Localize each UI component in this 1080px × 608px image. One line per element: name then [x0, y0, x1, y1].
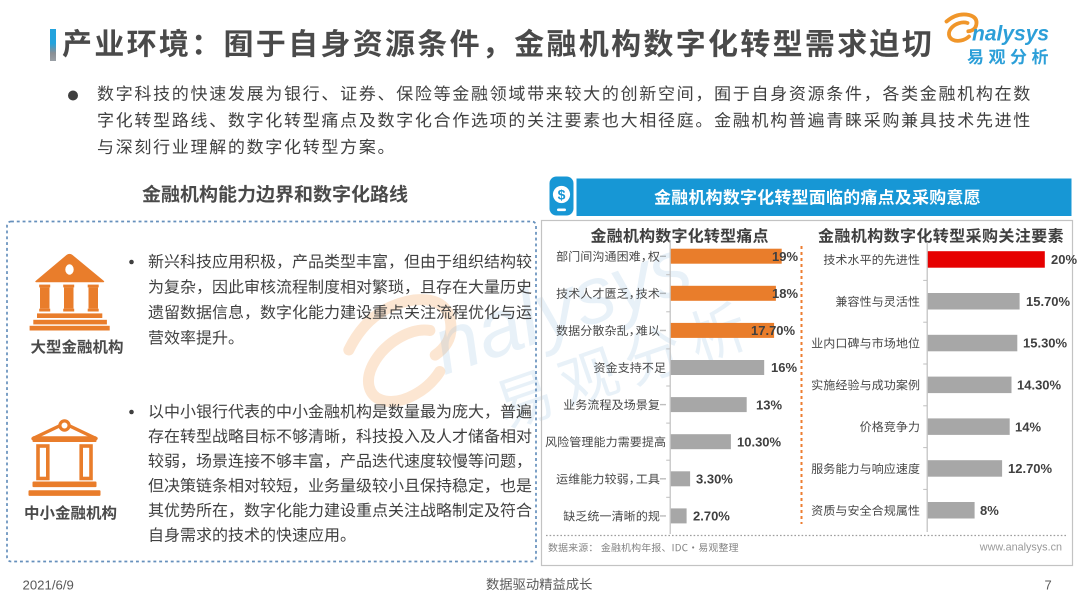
svg-text:7: 7: [1045, 578, 1052, 593]
svg-text:3.30%: 3.30%: [696, 472, 733, 487]
svg-text:2.70%: 2.70%: [693, 509, 730, 524]
svg-text:16%: 16%: [771, 360, 797, 375]
svg-text:14%: 14%: [1015, 419, 1041, 434]
svg-text:www.analysys.cn: www.analysys.cn: [979, 542, 1062, 554]
svg-text:$: $: [558, 187, 566, 203]
svg-text:13%: 13%: [756, 397, 782, 412]
svg-text:14.30%: 14.30%: [1017, 378, 1062, 393]
svg-text:18%: 18%: [772, 286, 798, 301]
svg-text:15.30%: 15.30%: [1023, 336, 1068, 351]
svg-text:8%: 8%: [980, 503, 999, 518]
svg-text:20%: 20%: [1051, 252, 1077, 267]
svg-text:10.30%: 10.30%: [737, 434, 782, 449]
svg-text:2021/6/9: 2021/6/9: [23, 578, 74, 593]
svg-text:12.70%: 12.70%: [1008, 461, 1053, 476]
svg-text:19%: 19%: [772, 249, 798, 264]
svg-text:nalysys: nalysys: [972, 23, 1049, 46]
svg-text:17.70%: 17.70%: [751, 323, 796, 338]
svg-text:15.70%: 15.70%: [1026, 294, 1071, 309]
